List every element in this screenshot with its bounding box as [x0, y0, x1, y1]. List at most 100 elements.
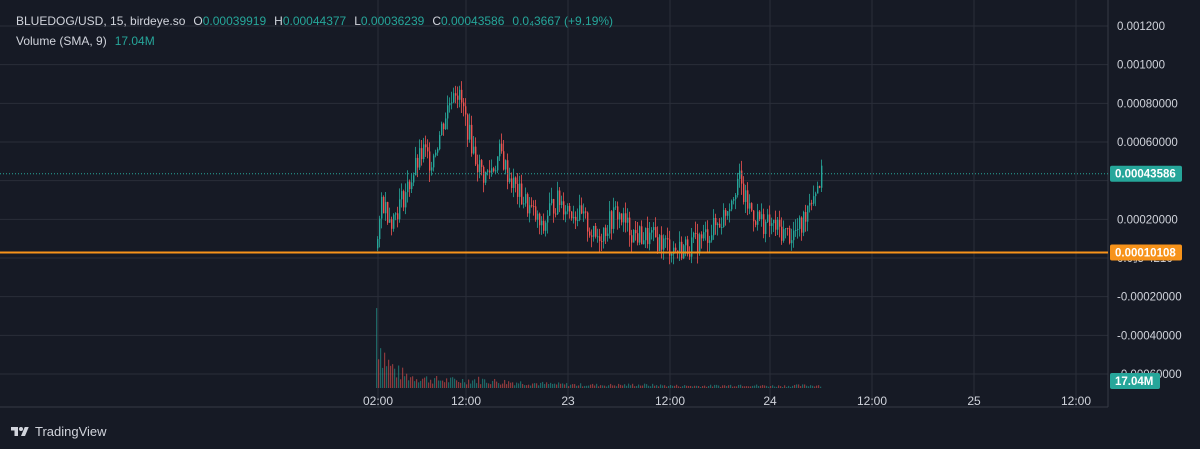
volume-bar — [640, 385, 642, 388]
candle-body — [725, 210, 727, 216]
volume-bar — [410, 377, 412, 388]
volume-bar — [726, 386, 728, 388]
volume-bar — [740, 384, 742, 388]
candle-body — [441, 123, 443, 136]
candle-body — [619, 213, 621, 220]
volume-bar — [774, 386, 776, 388]
volume-bar — [612, 385, 614, 388]
volume-bar — [806, 385, 808, 388]
candle-body — [657, 237, 659, 252]
volume-bar — [570, 384, 572, 388]
candle-body — [753, 210, 755, 222]
candle-body — [727, 211, 729, 216]
candle-body — [611, 211, 613, 229]
volume-bar — [790, 386, 792, 388]
horizontal-line-badge: 0.00010108 — [1115, 247, 1176, 259]
volume-bar — [398, 365, 400, 388]
close-label: C — [432, 14, 441, 28]
candle-body — [519, 183, 521, 197]
volume-bar — [476, 383, 478, 388]
candle-body — [587, 212, 589, 232]
volume-bar — [708, 385, 710, 388]
candle-body — [641, 226, 643, 245]
candle-body — [507, 160, 509, 182]
low-label: L — [354, 14, 361, 28]
volume-bar — [680, 386, 682, 388]
symbol-label[interactable]: BLUEDOG/USD, 15, birdeye.so — [16, 14, 186, 28]
volume-bar — [412, 376, 414, 388]
volume-bar — [464, 382, 466, 388]
candle-body — [603, 227, 605, 242]
candle-body — [391, 219, 393, 229]
volume-bar — [434, 378, 436, 388]
candle-body — [515, 177, 517, 184]
volume-bar — [722, 385, 724, 388]
volume-bar — [684, 385, 686, 388]
volume-bar — [428, 382, 430, 388]
candle-body — [409, 181, 411, 190]
candle-body — [767, 214, 769, 222]
volume-bar — [588, 385, 590, 388]
volume-bar — [638, 384, 640, 388]
volume-bar — [764, 385, 766, 388]
candle-body — [675, 247, 677, 251]
volume-bar — [796, 384, 798, 388]
candle-body — [439, 135, 441, 150]
volume-label[interactable]: Volume (SMA, 9) — [16, 34, 107, 48]
volume-bar — [390, 365, 392, 388]
volume-bar — [524, 385, 526, 388]
candle-body — [585, 211, 587, 213]
volume-bar — [730, 384, 732, 388]
candle-body — [419, 148, 421, 168]
volume-bar — [504, 379, 506, 388]
volume-bar — [704, 385, 706, 388]
volume-bar — [474, 379, 476, 388]
volume-bar — [530, 385, 532, 388]
candle-body — [719, 223, 721, 228]
candle-body — [747, 190, 749, 209]
volume-bar — [592, 383, 594, 388]
volume-bar — [380, 348, 382, 388]
candle-body — [485, 171, 487, 183]
volume-bar — [746, 386, 748, 388]
candle-body — [401, 191, 403, 200]
volume-bar — [400, 379, 402, 388]
last-price-badge-bg — [1110, 165, 1182, 182]
volume-bar — [690, 385, 692, 388]
candle-body — [377, 239, 379, 249]
volume-bar — [650, 386, 652, 388]
candle-body — [745, 190, 747, 202]
volume-bar — [808, 386, 810, 388]
candle-body — [689, 254, 691, 257]
volume-bar — [780, 386, 782, 388]
candle-body — [493, 168, 495, 172]
volume-bar — [522, 383, 524, 388]
volume-bar — [692, 386, 694, 388]
volume-bar — [820, 386, 822, 388]
candle-body — [625, 213, 627, 223]
candle-body — [435, 152, 437, 156]
y-tick-label: 0.00060000 — [1117, 137, 1178, 149]
chart-legend: BLUEDOG/USD, 15, birdeye.so O 0.00039919 … — [16, 14, 613, 49]
volume-bar — [386, 366, 388, 388]
y-tick-label: 0.00080000 — [1117, 98, 1178, 110]
candle-body — [687, 239, 689, 255]
tradingview-brand[interactable]: TradingView — [10, 424, 107, 439]
candle-body — [533, 206, 535, 208]
volume-bar — [818, 385, 820, 388]
volume-bar — [502, 383, 504, 388]
volume-bar — [752, 385, 754, 388]
candle-body — [455, 93, 457, 96]
candle-body — [501, 143, 503, 152]
candle-body — [431, 167, 433, 171]
volume-bar — [698, 385, 700, 388]
volume-bar — [636, 386, 638, 388]
volume-bar — [782, 386, 784, 388]
volume-bar — [436, 376, 438, 388]
volume-bar — [392, 364, 394, 388]
volume-bar — [624, 384, 626, 388]
volume-bar — [648, 385, 650, 388]
volume-bar — [564, 384, 566, 388]
candle-body — [495, 170, 497, 172]
